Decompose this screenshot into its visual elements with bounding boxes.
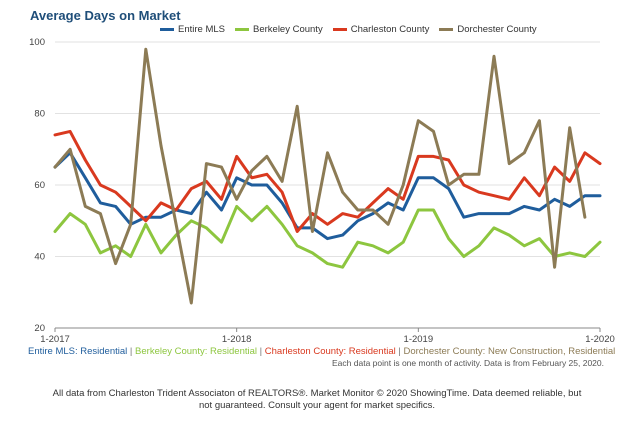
caption-part: Dorchester County: New Construction, Res… (403, 346, 616, 357)
legend-item-berkeley: Berkeley County (235, 24, 323, 35)
y-tick-label: 20 (34, 323, 45, 334)
legend-label: Charleston County (350, 24, 430, 35)
y-tick-label: 40 (34, 252, 45, 263)
y-tick-label: 60 (34, 180, 45, 191)
legend-swatch (332, 28, 347, 31)
y-tick-label: 100 (29, 37, 45, 48)
legend-swatch (439, 28, 454, 31)
series-line-berkeley-county (53, 204, 602, 269)
caption-part: Entire MLS: Residential (28, 346, 128, 357)
line-chart: 20 40 60 80 100 1-2017 1-2018 1-2019 1-2020 (29, 37, 615, 345)
legend-item-dorchester: Dorchester County (439, 24, 537, 35)
series-caption: Entire MLS: Residential | Berkeley Count… (28, 346, 615, 358)
legend-swatch (160, 28, 174, 31)
legend-label: Dorchester County (457, 24, 537, 35)
chart-title: Average Days on Market (30, 8, 181, 23)
footer-disclaimer: All data from Charleston Trident Associa… (52, 388, 582, 411)
y-tick-label: 80 (34, 109, 45, 120)
legend-item-entire-mls: Entire MLS (160, 24, 225, 35)
caption-part: | (127, 346, 136, 357)
legend-item-charleston: Charleston County (332, 24, 430, 35)
caption-part: Berkeley County: Residential (135, 346, 258, 357)
caption-part: | (395, 346, 404, 357)
caption-part: | (257, 346, 265, 357)
x-tick-label: 1-2018 (222, 334, 252, 345)
x-tick-label: 1-2019 (404, 334, 434, 345)
legend-swatch (235, 28, 249, 31)
series-line-dorchester-county (53, 47, 587, 305)
legend-label: Entire MLS (178, 24, 225, 35)
x-tick-label: 1-2017 (40, 334, 70, 345)
x-tick-label: 1-2020 (585, 334, 615, 345)
chart-legend: Entire MLS Berkeley County Charleston Co… (160, 24, 537, 35)
series-line-charleston-county (53, 129, 602, 233)
caption-part: Charleston County: Residential (264, 346, 396, 357)
data-note: Each data point is one month of activity… (332, 358, 604, 368)
series-line-entire-mls (53, 151, 602, 241)
legend-label: Berkeley County (253, 24, 323, 35)
